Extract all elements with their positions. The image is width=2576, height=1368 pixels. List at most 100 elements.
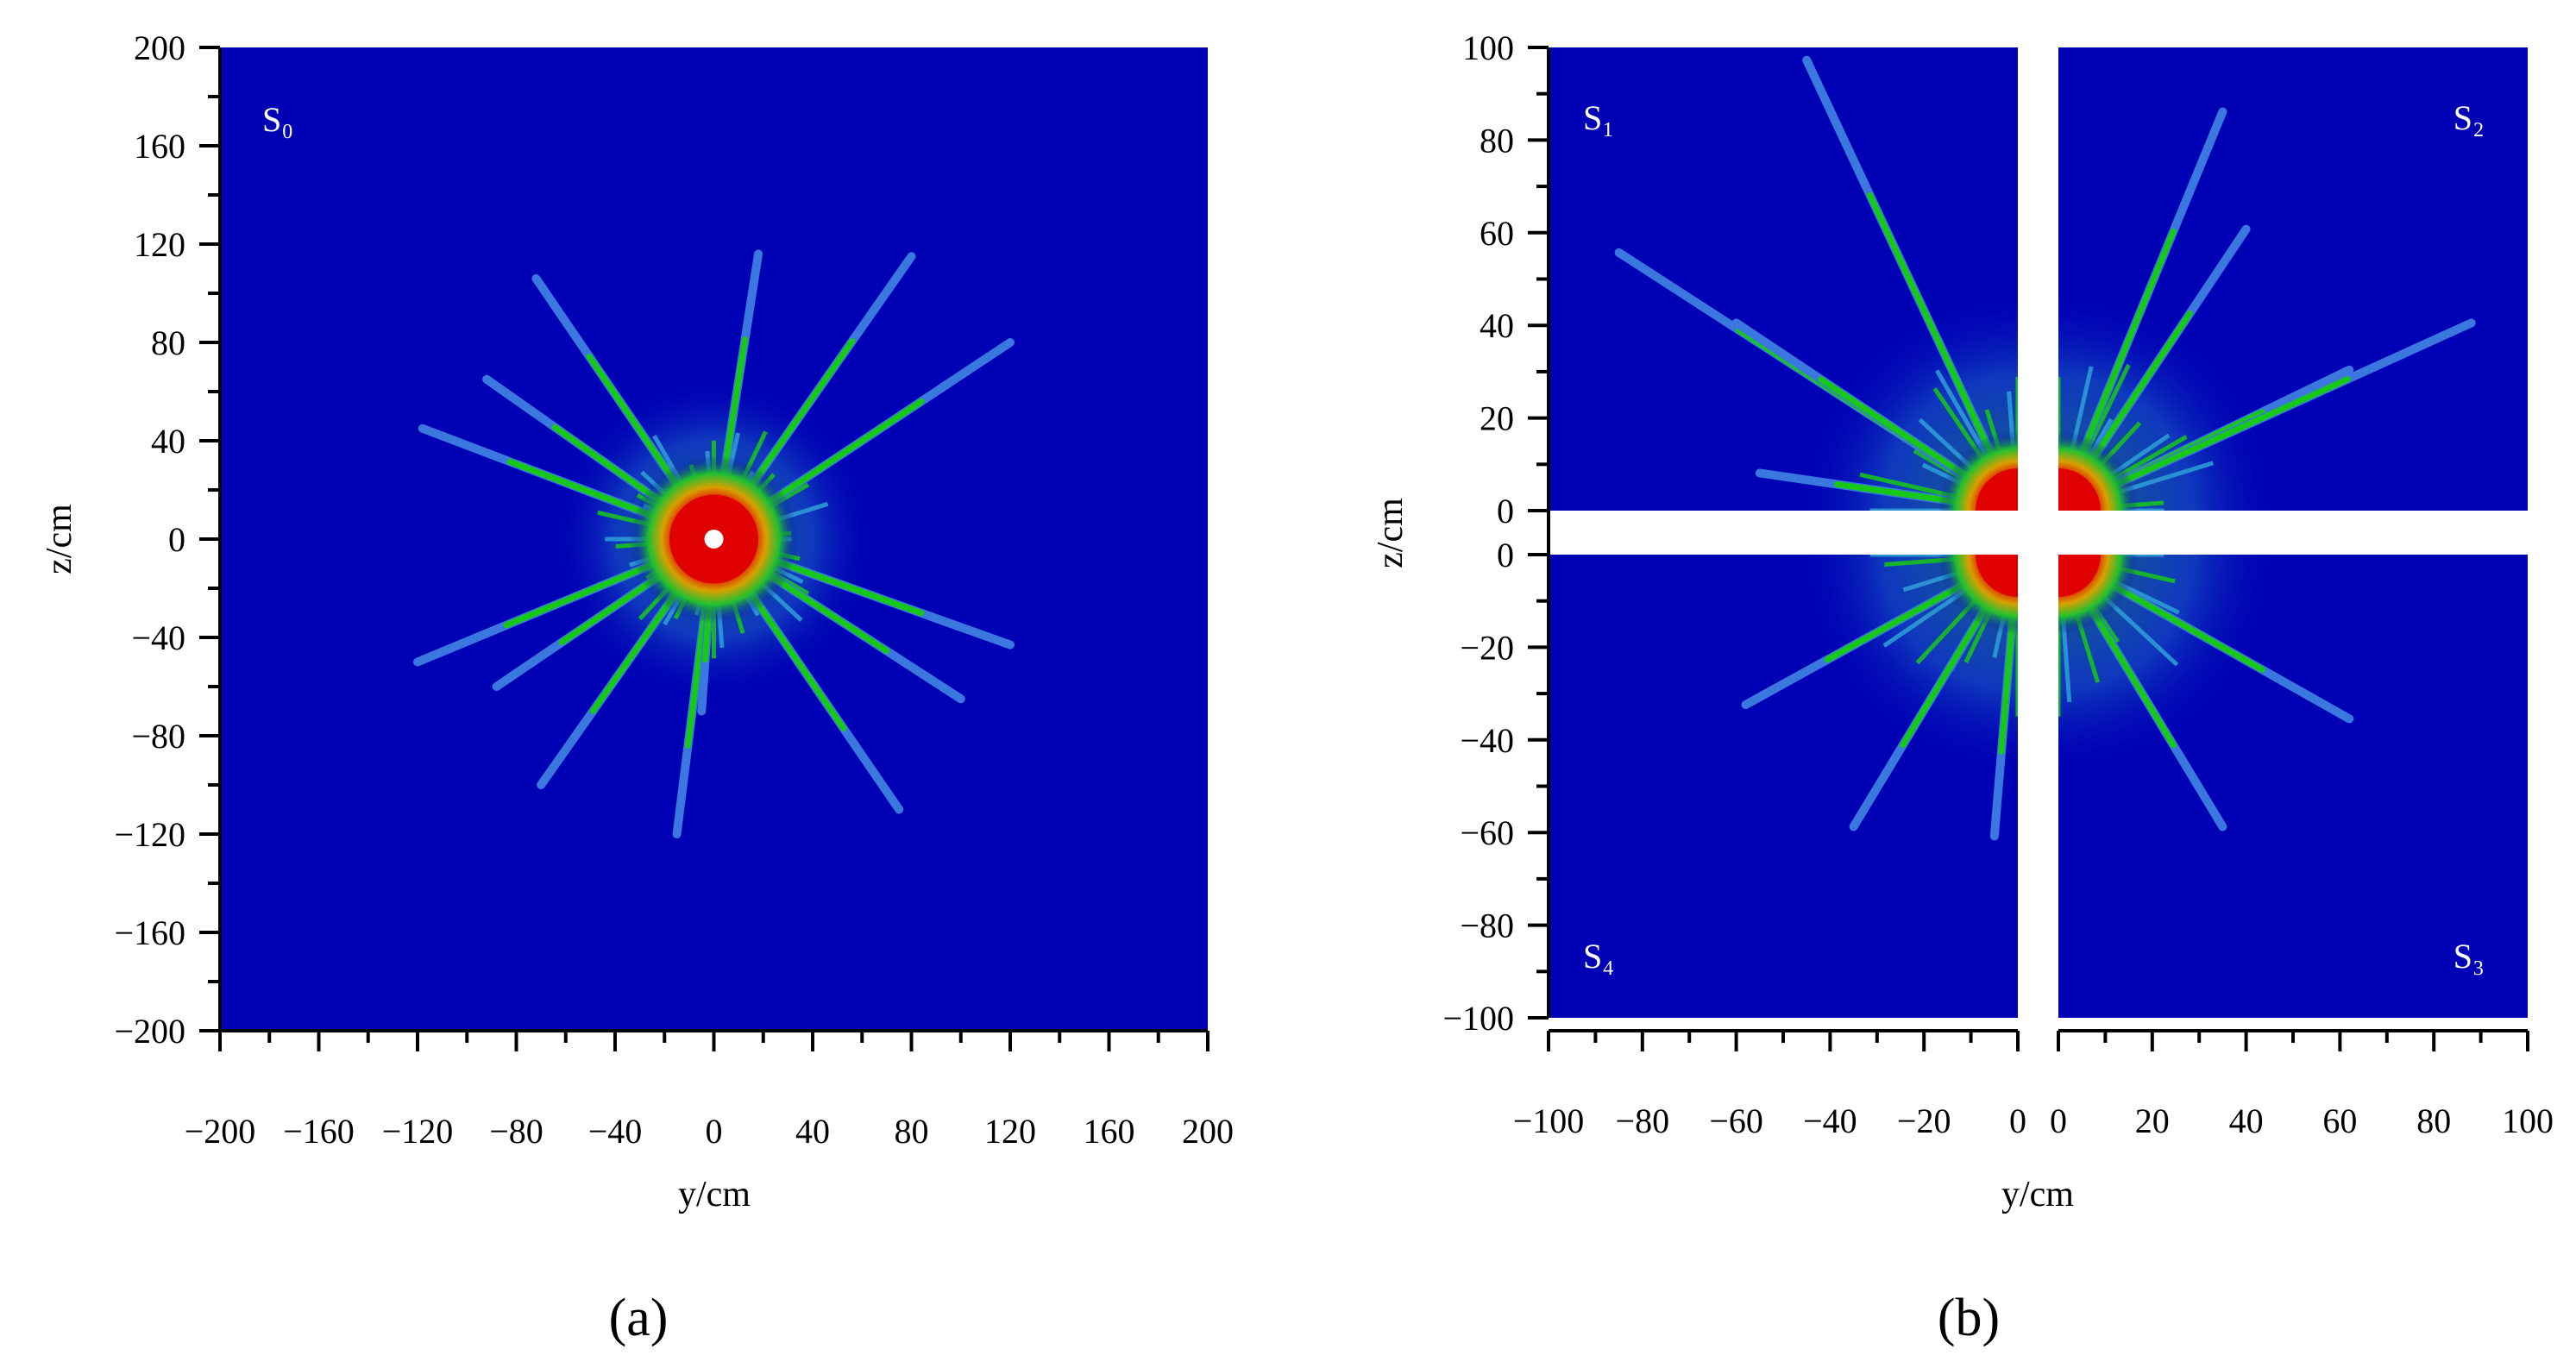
- region-label-s4: S₄: [1583, 937, 1614, 976]
- crack-field-s3: [1901, 454, 2354, 831]
- y-tick-label: −20: [1460, 628, 1514, 667]
- x-tick-label: −100: [1513, 1101, 1585, 1140]
- x-tick-label: −200: [185, 1112, 256, 1151]
- x-tick-label: −60: [1709, 1101, 1763, 1140]
- crack-short: [2007, 555, 2018, 557]
- y-tick-label: −40: [131, 618, 185, 657]
- crack-long-core: [2058, 555, 2062, 592]
- crack-short: [2058, 555, 2066, 557]
- crack-short: [2010, 508, 2018, 511]
- crack-field-s1: [1614, 55, 2134, 658]
- x-axis-ticks: −200 −160 −120 −80 −40 0 40 80 120 160 200: [185, 1031, 1234, 1151]
- y-axis-title: z/cm: [40, 504, 79, 574]
- x-tick-label: 0: [706, 1112, 723, 1151]
- y-tick-label: 0: [168, 520, 185, 559]
- crack-short: [1901, 518, 2058, 555]
- crack-short: [2018, 411, 2051, 555]
- crack-short: [2018, 547, 2123, 555]
- x-tick-label: −80: [1616, 1101, 1670, 1140]
- crack-short: [1963, 509, 2058, 555]
- crack-long-core: [1996, 555, 2018, 558]
- y-tick-label: 80: [151, 323, 185, 362]
- x-tick-label: 0: [2009, 1101, 2026, 1140]
- x-tick-label: 20: [2135, 1101, 2170, 1140]
- crack-short: [2015, 500, 2018, 511]
- crack-field-s0: [413, 249, 1015, 838]
- panel-a: S₀ 200 160 120 80 40 0 −40 −80 −120 −160 −200 −200…: [40, 28, 1234, 1347]
- crack-short: [2058, 555, 2088, 557]
- crack-short: [2035, 511, 2058, 613]
- x-axis-title: y/cm: [678, 1175, 751, 1214]
- region-label-s3: S₃: [2453, 937, 2485, 976]
- x-tick-label: 200: [1182, 1112, 1234, 1151]
- x-tick-label: −120: [382, 1112, 454, 1151]
- crack-field-s4: [1741, 411, 2172, 841]
- y-tick-label: −80: [1460, 907, 1514, 945]
- crack-short: [2018, 507, 2172, 555]
- x-tick-label: 40: [795, 1112, 830, 1151]
- crack-long-core: [2058, 507, 2062, 511]
- crack-short: [2027, 454, 2058, 555]
- y-tick-label: 0: [1497, 536, 1514, 574]
- x-tick-label: 40: [2229, 1101, 2264, 1140]
- y-tick-label: −160: [114, 913, 185, 952]
- crack-long: [2058, 506, 2063, 511]
- y-tick-label: −200: [114, 1012, 185, 1051]
- y-tick-label: 100: [1462, 28, 1514, 67]
- x-axis-title: y/cm: [2001, 1175, 2074, 1214]
- y-tick-label: 60: [1480, 214, 1514, 253]
- crack-long: [2058, 555, 2063, 607]
- y-tick-label: −60: [1460, 813, 1514, 852]
- x-tick-label: 160: [1084, 1112, 1135, 1151]
- y-tick-label: 20: [1480, 399, 1514, 438]
- region-label-s1: S₁: [1583, 98, 1614, 137]
- damage-core-solid: [2058, 468, 2101, 511]
- panel-b: S₁ S₂ S₃ S₄ 1008060402000−20−40−60−80−10…: [1371, 28, 2554, 1347]
- crack-short: [2018, 511, 2134, 537]
- crack-short: [2018, 511, 2029, 658]
- crack-short: [1989, 508, 2018, 511]
- x-tick-label: −80: [489, 1112, 543, 1151]
- crack-short: [1944, 511, 2058, 546]
- damage-core-solid: [2058, 555, 2101, 597]
- crack-long-core: [2058, 555, 2062, 558]
- panel-caption-b: (b): [1938, 1289, 2000, 1347]
- y-tick-label: −40: [1460, 721, 1514, 760]
- x-tick-label: 80: [2416, 1101, 2451, 1140]
- y-tick-label: 200: [134, 28, 185, 67]
- y-axis-ticks: 200 160 120 80 40 0 −40 −80 −120 −160 −200: [114, 28, 220, 1051]
- borehole: [704, 530, 724, 549]
- crack-short: [2015, 555, 2018, 584]
- crack-short: [2058, 481, 2061, 511]
- y-tick-label: 40: [1480, 306, 1514, 345]
- x-tick-label: 60: [2322, 1101, 2357, 1140]
- y-tick-label: 80: [1480, 121, 1514, 160]
- x-tick-label: −40: [1803, 1101, 1857, 1140]
- crack-long: [2058, 555, 2063, 559]
- x-tick-label: −40: [588, 1112, 643, 1151]
- y-tick-label: 120: [134, 225, 185, 264]
- damage-core-solid: [1976, 468, 2018, 511]
- y-tick-label: 40: [151, 422, 185, 461]
- crack-short: [2058, 555, 2061, 565]
- crack-short: [2058, 508, 2069, 511]
- x-tick-label: 0: [2050, 1101, 2067, 1140]
- x-tick-label: −20: [1897, 1101, 1951, 1140]
- crack-short: [2018, 511, 2058, 638]
- crack-short: [1925, 511, 2058, 521]
- y-tick-label: 160: [134, 127, 185, 166]
- x-tick-label: 100: [2502, 1101, 2554, 1140]
- x-tick-label: 120: [984, 1112, 1036, 1151]
- crack-short: [2015, 555, 2018, 562]
- y-tick-label: −100: [1442, 999, 1514, 1038]
- panel-caption-a: (a): [609, 1289, 669, 1347]
- region-label-s0: S₀: [262, 100, 293, 139]
- crack-field-s2: [1925, 107, 2476, 613]
- y-axis-ticks: 100 80 60 40 20 0 0 −20 −40 −60 −80 −100: [1442, 28, 1549, 1038]
- region-label-s2: S₂: [2453, 98, 2485, 137]
- x-tick-label: −160: [283, 1112, 355, 1151]
- crack-short: [2013, 555, 2018, 557]
- y-tick-label: −80: [131, 717, 185, 756]
- x-tick-label: 80: [895, 1112, 929, 1151]
